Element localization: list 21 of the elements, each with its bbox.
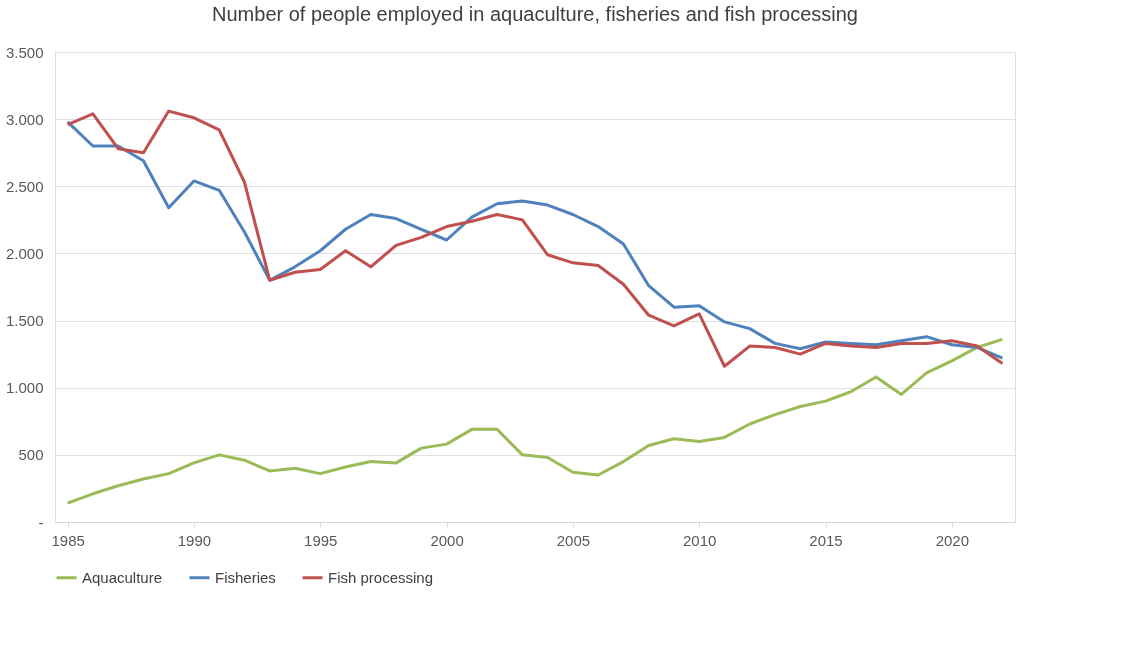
x-tick-label: 2020 (935, 531, 970, 549)
legend-label: Aquaculture (82, 568, 163, 586)
x-tick-label: 1985 (51, 531, 85, 549)
y-tick-label: 1.000 (5, 379, 44, 397)
y-tick-label: 2.000 (5, 244, 44, 262)
x-tick-label: 2015 (809, 531, 843, 549)
chart-title: Number of people employed in aquaculture, fisheries and fish processing (212, 3, 858, 25)
y-tick-label: 500 (18, 446, 44, 464)
y-tick-label: 3.500 (5, 43, 44, 61)
x-tick-label: 1990 (177, 531, 212, 549)
y-tick-label: 2.500 (5, 177, 44, 195)
x-tick-label: 2000 (430, 531, 464, 549)
x-tick-label: 2005 (556, 531, 591, 549)
x-tick-label: 1995 (304, 531, 338, 549)
x-tick-label: 2010 (683, 531, 717, 549)
y-tick-label: 3.000 (5, 110, 44, 128)
legend-label: Fisheries (215, 568, 276, 586)
y-tick-label: - (38, 513, 44, 531)
y-tick-label: 1.500 (5, 312, 44, 330)
line-series (66, 337, 1004, 505)
legend-label: Fish processing (328, 568, 434, 586)
